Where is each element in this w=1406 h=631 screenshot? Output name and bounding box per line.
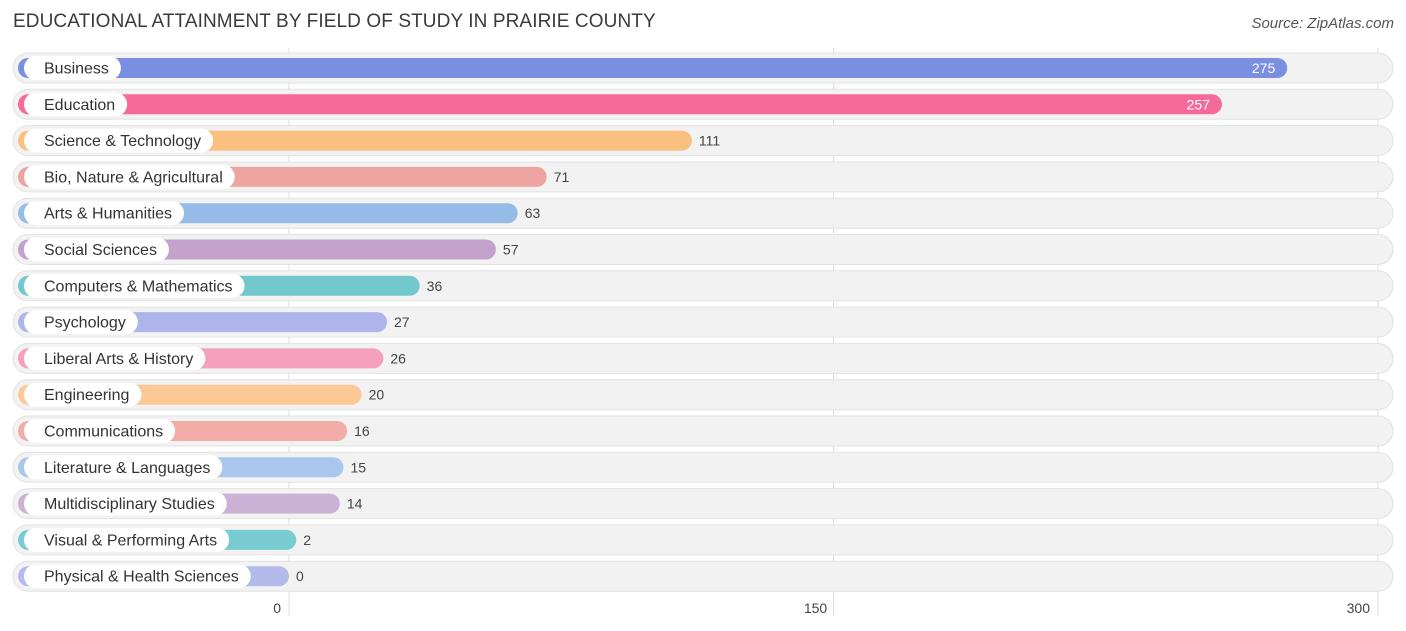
category-label: Education bbox=[44, 97, 115, 114]
category-label: Literature & Languages bbox=[44, 460, 210, 477]
category-label-pill bbox=[24, 273, 245, 298]
category-label-pill bbox=[24, 455, 223, 480]
category-label-pill bbox=[24, 564, 251, 589]
tick-label-150: 150 bbox=[804, 600, 828, 616]
category-label-pill bbox=[24, 201, 185, 226]
category-label-pill bbox=[24, 128, 214, 153]
category-label: Visual & Performing Arts bbox=[44, 532, 217, 549]
value-label: 63 bbox=[525, 205, 541, 221]
category-label-pill bbox=[24, 164, 235, 189]
row-track bbox=[12, 451, 1394, 483]
value-label: 111 bbox=[699, 133, 720, 149]
value-label: 36 bbox=[427, 278, 443, 294]
category-label-pill bbox=[24, 346, 206, 371]
category-label-pill bbox=[24, 527, 230, 552]
value-label: 57 bbox=[503, 242, 519, 258]
category-label: Business bbox=[44, 61, 109, 78]
category-label-pill bbox=[24, 56, 121, 80]
row-track bbox=[12, 488, 1394, 520]
value-label: 0 bbox=[296, 568, 304, 584]
category-label: Psychology bbox=[44, 315, 126, 332]
bar bbox=[18, 94, 1222, 115]
category-label: Computers & Mathematics bbox=[44, 278, 233, 295]
row-track bbox=[12, 415, 1394, 447]
category-label: Communications bbox=[44, 424, 163, 441]
tick-label-300: 300 bbox=[1347, 600, 1371, 616]
bar bbox=[18, 58, 1288, 78]
category-label: Bio, Nature & Agricultural bbox=[44, 169, 223, 186]
row-track bbox=[12, 560, 1394, 592]
category-label: Social Sciences bbox=[44, 242, 157, 259]
category-label: Science & Technology bbox=[44, 133, 201, 150]
category-label: Arts & Humanities bbox=[44, 206, 172, 223]
category-label: Liberal Arts & History bbox=[44, 351, 193, 368]
value-label: 15 bbox=[350, 459, 366, 475]
category-label-pill bbox=[24, 92, 128, 117]
category-label-pill bbox=[24, 419, 176, 443]
value-label: 14 bbox=[347, 496, 363, 512]
category-label: Physical & Health Sciences bbox=[44, 569, 239, 586]
value-label: 275 bbox=[1252, 60, 1276, 76]
category-label-pill bbox=[24, 491, 227, 516]
category-label: Multidisciplinary Studies bbox=[44, 496, 215, 513]
category-label-pill bbox=[24, 237, 169, 262]
value-label: 257 bbox=[1187, 96, 1211, 112]
row-track bbox=[12, 524, 1394, 556]
chart-title: EDUCATIONAL ATTAINMENT BY FIELD OF STUDY… bbox=[13, 11, 656, 32]
value-label: 27 bbox=[394, 314, 410, 330]
value-label: 16 bbox=[354, 423, 370, 439]
value-label: 20 bbox=[369, 387, 385, 403]
value-label: 2 bbox=[303, 532, 311, 548]
category-label: Engineering bbox=[44, 387, 129, 404]
category-label-pill bbox=[24, 382, 142, 407]
value-label: 26 bbox=[390, 350, 406, 366]
tick-label-0: 0 bbox=[273, 600, 281, 616]
source-label: Source: ZipAtlas.com bbox=[1251, 15, 1394, 32]
ticks-layer: 0 150 300 bbox=[273, 600, 1370, 616]
value-label: 71 bbox=[554, 169, 570, 185]
category-label-pill bbox=[24, 310, 138, 335]
